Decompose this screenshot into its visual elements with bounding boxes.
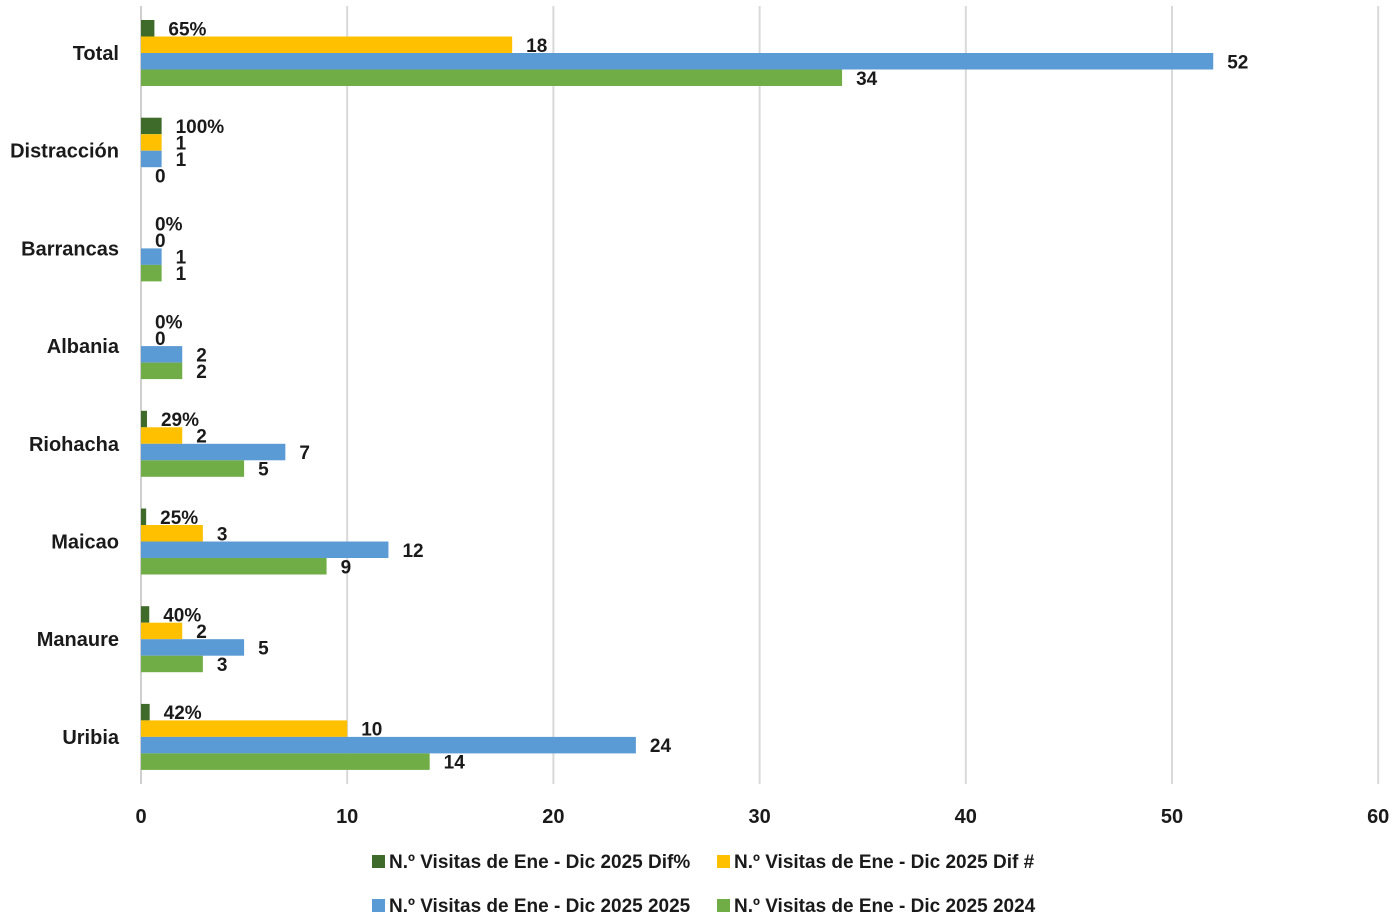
data-label: 34 [856, 69, 878, 90]
bar [141, 753, 430, 770]
bar [141, 508, 147, 525]
bar [141, 655, 203, 673]
data-label: 14 [444, 753, 466, 774]
bar [141, 248, 162, 265]
bar [141, 622, 183, 640]
bar [141, 264, 162, 282]
category-label: Barrancas [21, 238, 119, 260]
category-label: Maicao [51, 532, 119, 554]
legend-swatch [372, 899, 385, 912]
bar [141, 36, 513, 53]
legend-label: N.º Visitas de Ene - Dic 2025 2024 [734, 896, 1036, 917]
category-label: Uribia [62, 727, 120, 749]
data-label: 5 [258, 460, 269, 481]
data-label: 42% [164, 703, 202, 724]
bar [141, 558, 327, 575]
data-label: 0 [155, 329, 166, 350]
bar [141, 736, 636, 754]
bar [141, 69, 843, 86]
x-tick-label: 50 [1161, 806, 1183, 828]
data-label: 7 [299, 443, 310, 464]
bar [141, 639, 245, 656]
x-tick-label: 30 [748, 806, 770, 828]
data-label: 2 [196, 622, 207, 643]
bar [141, 541, 389, 558]
bar [141, 460, 245, 477]
data-label: 1 [176, 133, 187, 154]
data-label: 5 [258, 638, 269, 659]
data-label: 9 [341, 557, 352, 578]
data-label: 18 [526, 36, 547, 57]
data-label: 1 [176, 150, 187, 171]
data-label: 10 [361, 720, 382, 741]
legend-label: N.º Visitas de Ene - Dic 2025 2025 [389, 896, 691, 917]
legend-swatch [717, 855, 730, 868]
x-tick-label: 10 [336, 806, 358, 828]
x-tick-labels: 0 10 20 30 40 50 60 [135, 806, 1389, 828]
x-tick-label: 0 [135, 806, 146, 828]
bar [141, 427, 183, 444]
data-label: 2 [196, 427, 207, 448]
x-tick-label: 20 [542, 806, 564, 828]
data-label: 100% [176, 117, 225, 138]
bar [141, 443, 286, 461]
data-label: 0 [155, 166, 166, 187]
bar [141, 720, 348, 737]
data-label: 3 [217, 655, 228, 676]
data-label: 2 [196, 345, 207, 366]
data-label: 1 [176, 264, 187, 285]
data-label: 24 [650, 736, 672, 757]
bar [141, 606, 150, 623]
legend-swatch [372, 855, 385, 868]
data-label: 1 [176, 248, 187, 269]
category-label: Riohacha [29, 434, 120, 456]
data-label: 52 [1227, 52, 1248, 73]
bar [141, 53, 1214, 70]
bar [141, 362, 183, 380]
category-label: Total [73, 43, 119, 65]
bar [141, 117, 162, 135]
bar [141, 525, 203, 542]
data-labels: 65%185234100%1100%0110%02229%27525%31294… [155, 19, 1248, 773]
x-tick-label: 40 [955, 806, 977, 828]
data-label: 2 [196, 362, 207, 383]
bar [141, 20, 155, 37]
bar [141, 703, 150, 721]
bar [141, 134, 162, 151]
data-label: 65% [168, 19, 206, 40]
data-label: 25% [160, 508, 198, 529]
bar [141, 150, 162, 168]
legend-swatch [717, 899, 730, 912]
data-label: 40% [163, 605, 201, 626]
category-labels: Total Distracción Barrancas Albania Riohacha… [10, 43, 120, 749]
legend-label: N.º Visitas de Ene - Dic 2025 Dif% [389, 852, 690, 873]
x-tick-label: 60 [1367, 806, 1389, 828]
bar-series [141, 20, 1214, 770]
data-label: 3 [217, 524, 228, 545]
category-label: Distracción [10, 141, 119, 163]
category-label: Manaure [37, 629, 119, 651]
bar [141, 410, 147, 428]
data-label: 29% [161, 410, 199, 431]
legend-label: N.º Visitas de Ene - Dic 2025 Dif # [734, 852, 1035, 873]
category-label: Albania [47, 336, 120, 358]
bar [141, 346, 183, 363]
gridlines [346, 6, 1380, 784]
data-label: 0% [155, 215, 183, 236]
legend: N.º Visitas de Ene - Dic 2025 Dif% N.º Vi… [372, 852, 1036, 917]
data-label: 0 [155, 231, 166, 252]
data-label: 12 [402, 541, 423, 562]
data-label: 0% [155, 312, 183, 333]
